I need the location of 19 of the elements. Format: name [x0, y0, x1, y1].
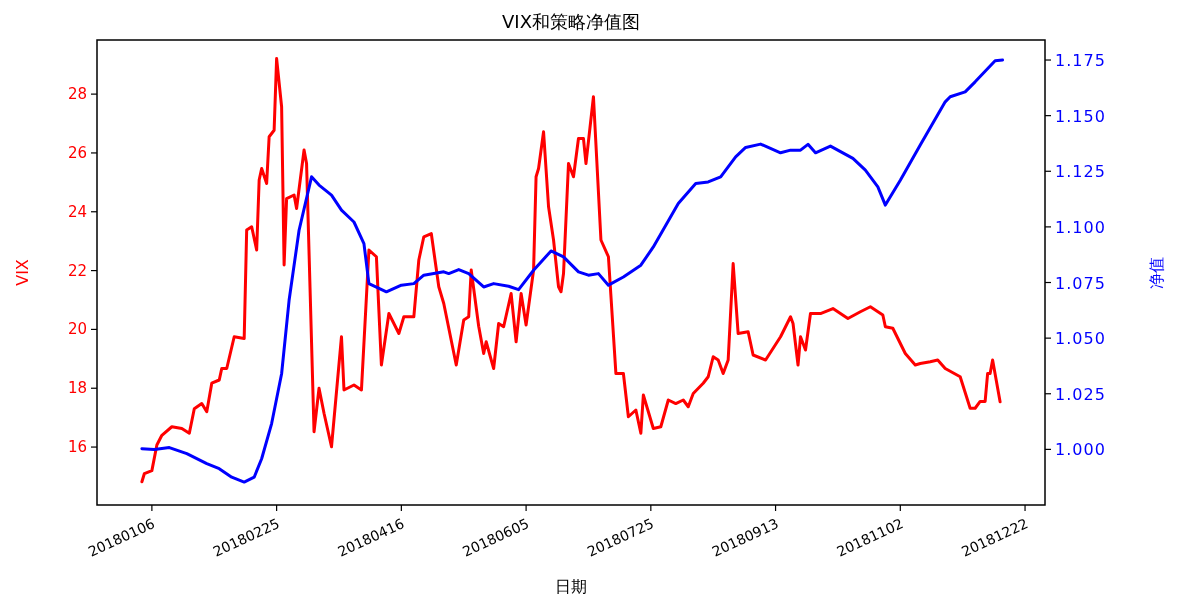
y-tick-label: 28: [67, 85, 87, 104]
y2-axis-title: 净值: [1147, 256, 1166, 289]
y-tick-label: 22: [67, 261, 87, 280]
y-tick-label: 26: [67, 143, 87, 162]
y-tick-label: 20: [67, 320, 87, 339]
y2-tick-label: 1.050: [1055, 329, 1106, 349]
y-tick-label: 18: [67, 379, 87, 398]
y2-tick-label: 1.075: [1055, 273, 1106, 293]
chart-title: VIX和策略净值图: [502, 11, 640, 32]
x-axis-title: 日期: [555, 577, 587, 596]
y2-tick-label: 1.150: [1055, 106, 1106, 126]
y-tick-label: 16: [67, 438, 87, 457]
y2-tick-label: 1.175: [1055, 51, 1106, 71]
y2-tick-label: 1.100: [1055, 217, 1106, 237]
y2-tick-label: 1.000: [1055, 440, 1106, 460]
y-tick-label: 24: [67, 202, 87, 221]
y2-tick-label: 1.025: [1055, 384, 1106, 404]
y2-tick-label: 1.125: [1055, 162, 1106, 182]
y-axis-title: VIX: [13, 259, 32, 286]
